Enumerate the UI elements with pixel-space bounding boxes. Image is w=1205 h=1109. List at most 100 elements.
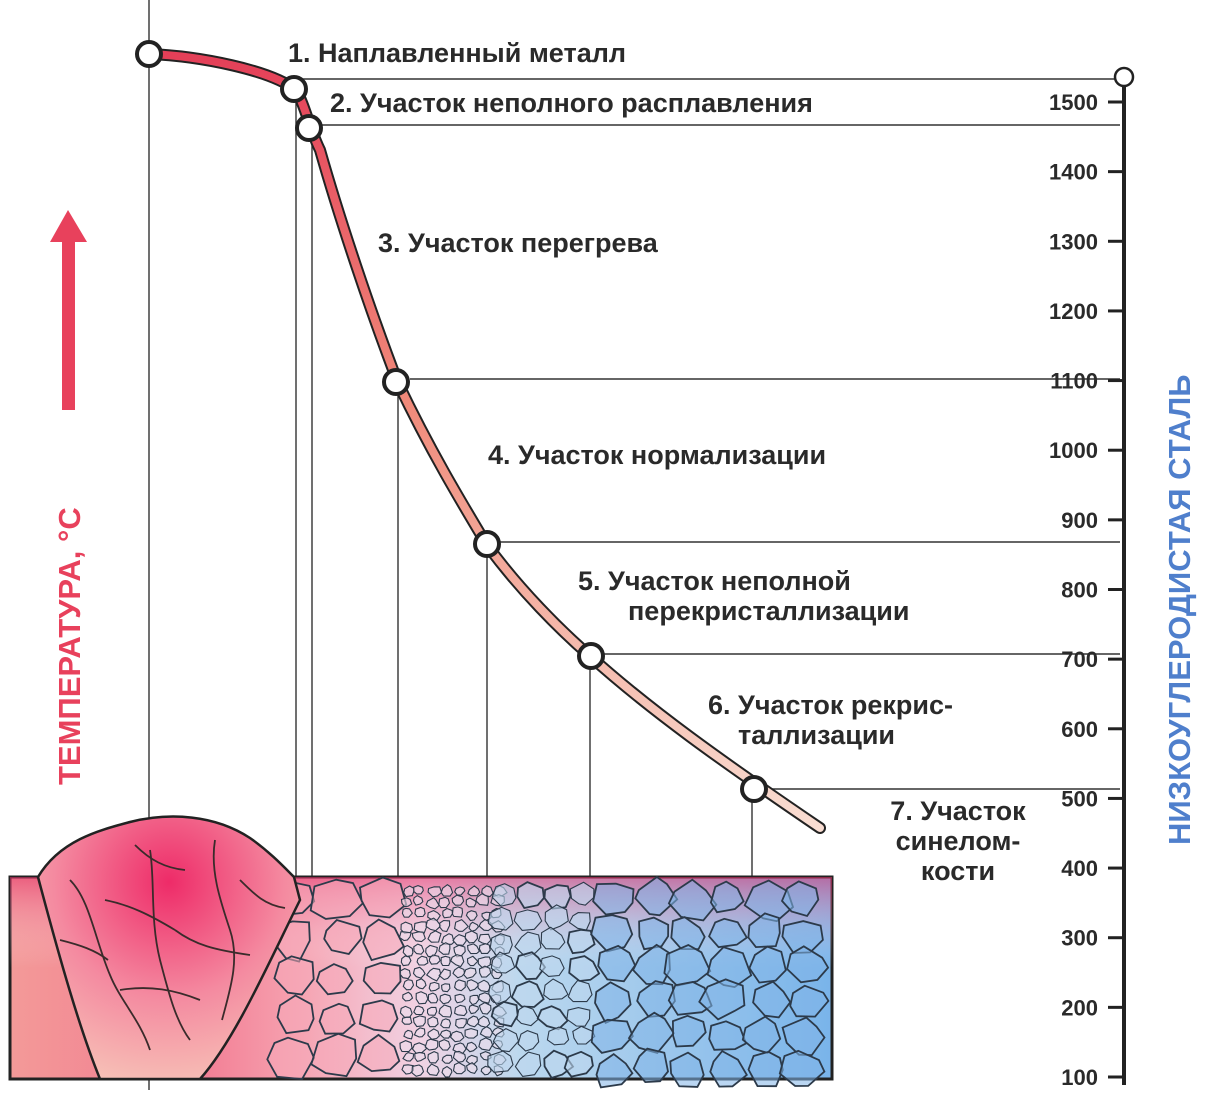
metal-grain: [747, 1050, 784, 1088]
metal-grain: [399, 1040, 413, 1053]
zone-label-3: 3. Участок перегрева: [378, 228, 659, 258]
metal-grain: [514, 1051, 542, 1077]
metal-grain: [490, 951, 516, 974]
metal-grain: [667, 981, 713, 1016]
metal-grain: [487, 906, 514, 931]
metal-grain-structure: [266, 875, 830, 1089]
metal-grain: [440, 884, 454, 897]
metal-grain: [566, 1007, 591, 1027]
metal-grain: [475, 893, 489, 906]
metal-grain: [440, 1018, 452, 1029]
scale-tick-label: 1200: [1049, 299, 1098, 324]
metal-grain: [789, 984, 830, 1018]
temperature-axis-title-group: ТЕМПЕРАТУРА, °С: [50, 210, 87, 785]
scale-tick-label: 900: [1061, 508, 1098, 533]
metal-grain: [516, 1005, 540, 1027]
metal-grain: [439, 919, 451, 933]
metal-grain: [568, 955, 601, 982]
metal-grain: [671, 1014, 707, 1048]
metal-grain: [400, 955, 412, 967]
metal-grain: [594, 981, 632, 1024]
metal-grain: [563, 1050, 594, 1078]
metal-grain: [428, 954, 441, 965]
metal-grain: [413, 1005, 425, 1016]
metal-grain: [266, 1036, 316, 1081]
metal-grain: [466, 955, 479, 967]
metal-grain: [414, 1051, 427, 1063]
metal-grain: [356, 1033, 401, 1073]
metal-grain: [513, 909, 543, 931]
metal-grain: [569, 881, 595, 906]
metal-grain: [399, 967, 411, 980]
metal-grain: [478, 1001, 492, 1015]
metal-grain: [566, 928, 596, 955]
metal-grain: [403, 1029, 414, 1040]
metal-grain: [415, 978, 427, 990]
metal-grain: [424, 1038, 439, 1051]
metal-grain: [309, 878, 365, 920]
zone-label-7: синелом-: [896, 826, 1021, 856]
metal-grain: [440, 955, 451, 967]
metal-grain: [452, 1050, 467, 1063]
metal-grain: [441, 983, 451, 993]
metal-grain: [442, 907, 453, 919]
temperature-axis-title: ТЕМПЕРАТУРА, °С: [52, 507, 87, 785]
zone-point-2b: [295, 114, 323, 142]
metal-grain: [708, 1020, 748, 1051]
zone-point-5: [577, 642, 605, 670]
zone-label-7: кости: [921, 856, 995, 886]
zone-point-1: [135, 40, 163, 68]
metal-grain: [427, 930, 442, 943]
metal-grain: [786, 945, 830, 984]
metal-grain: [747, 912, 781, 949]
metal-grain: [467, 943, 481, 955]
metal-grain: [469, 994, 480, 1006]
metal-grain: [778, 1049, 826, 1087]
metal-grain: [413, 943, 425, 955]
metal-grain: [709, 880, 745, 914]
scale-tick-label: 200: [1061, 995, 1098, 1020]
scale-tick-label: 1300: [1049, 229, 1098, 254]
scale-tick-label: 1400: [1049, 160, 1098, 185]
steel-type-title: НИЗКОУГЛЕРОДИСТАЯ СТАЛЬ: [1162, 375, 1197, 845]
metal-grain: [427, 1016, 439, 1028]
metal-grain: [709, 1049, 748, 1088]
metal-grain: [516, 881, 545, 910]
metal-grain: [478, 1037, 494, 1052]
scale-top-point: [1113, 66, 1135, 88]
metal-grain: [546, 1026, 570, 1046]
metal-grain: [415, 991, 429, 1005]
metal-grain: [449, 1030, 465, 1043]
metal-grain: [413, 885, 424, 895]
metal-grain: [450, 954, 465, 968]
metal-grain: [425, 917, 442, 932]
metal-grain: [402, 979, 415, 991]
metal-grain: [453, 1004, 468, 1017]
metal-grain: [481, 885, 494, 898]
metal-grain: [438, 1004, 453, 1018]
metal-grain: [595, 1052, 634, 1089]
metal-grain: [489, 933, 513, 956]
metal-grain: [427, 1050, 439, 1064]
metal-grain: [543, 1049, 575, 1079]
scale-tick-label: 1100: [1050, 369, 1098, 394]
scale-tick-label: 400: [1061, 856, 1098, 881]
metal-grain: [402, 991, 414, 1002]
metal-grain: [540, 926, 566, 950]
metal-grain: [463, 967, 477, 980]
metal-grain: [708, 917, 748, 949]
zone-label-5: 5. Участок неполной: [578, 566, 851, 596]
metal-grain: [454, 993, 466, 1004]
metal-grain: [514, 951, 547, 981]
metal-grain: [411, 1064, 425, 1077]
metal-grain: [425, 897, 440, 910]
metal-grain: [412, 894, 424, 906]
metal-grain: [490, 1000, 519, 1028]
metal-grain: [412, 966, 426, 979]
metal-grain: [400, 897, 413, 908]
metal-grain: [276, 994, 315, 1035]
metal-grain: [465, 1041, 478, 1053]
metal-grain: [315, 963, 354, 996]
metal-grain: [567, 979, 593, 1003]
